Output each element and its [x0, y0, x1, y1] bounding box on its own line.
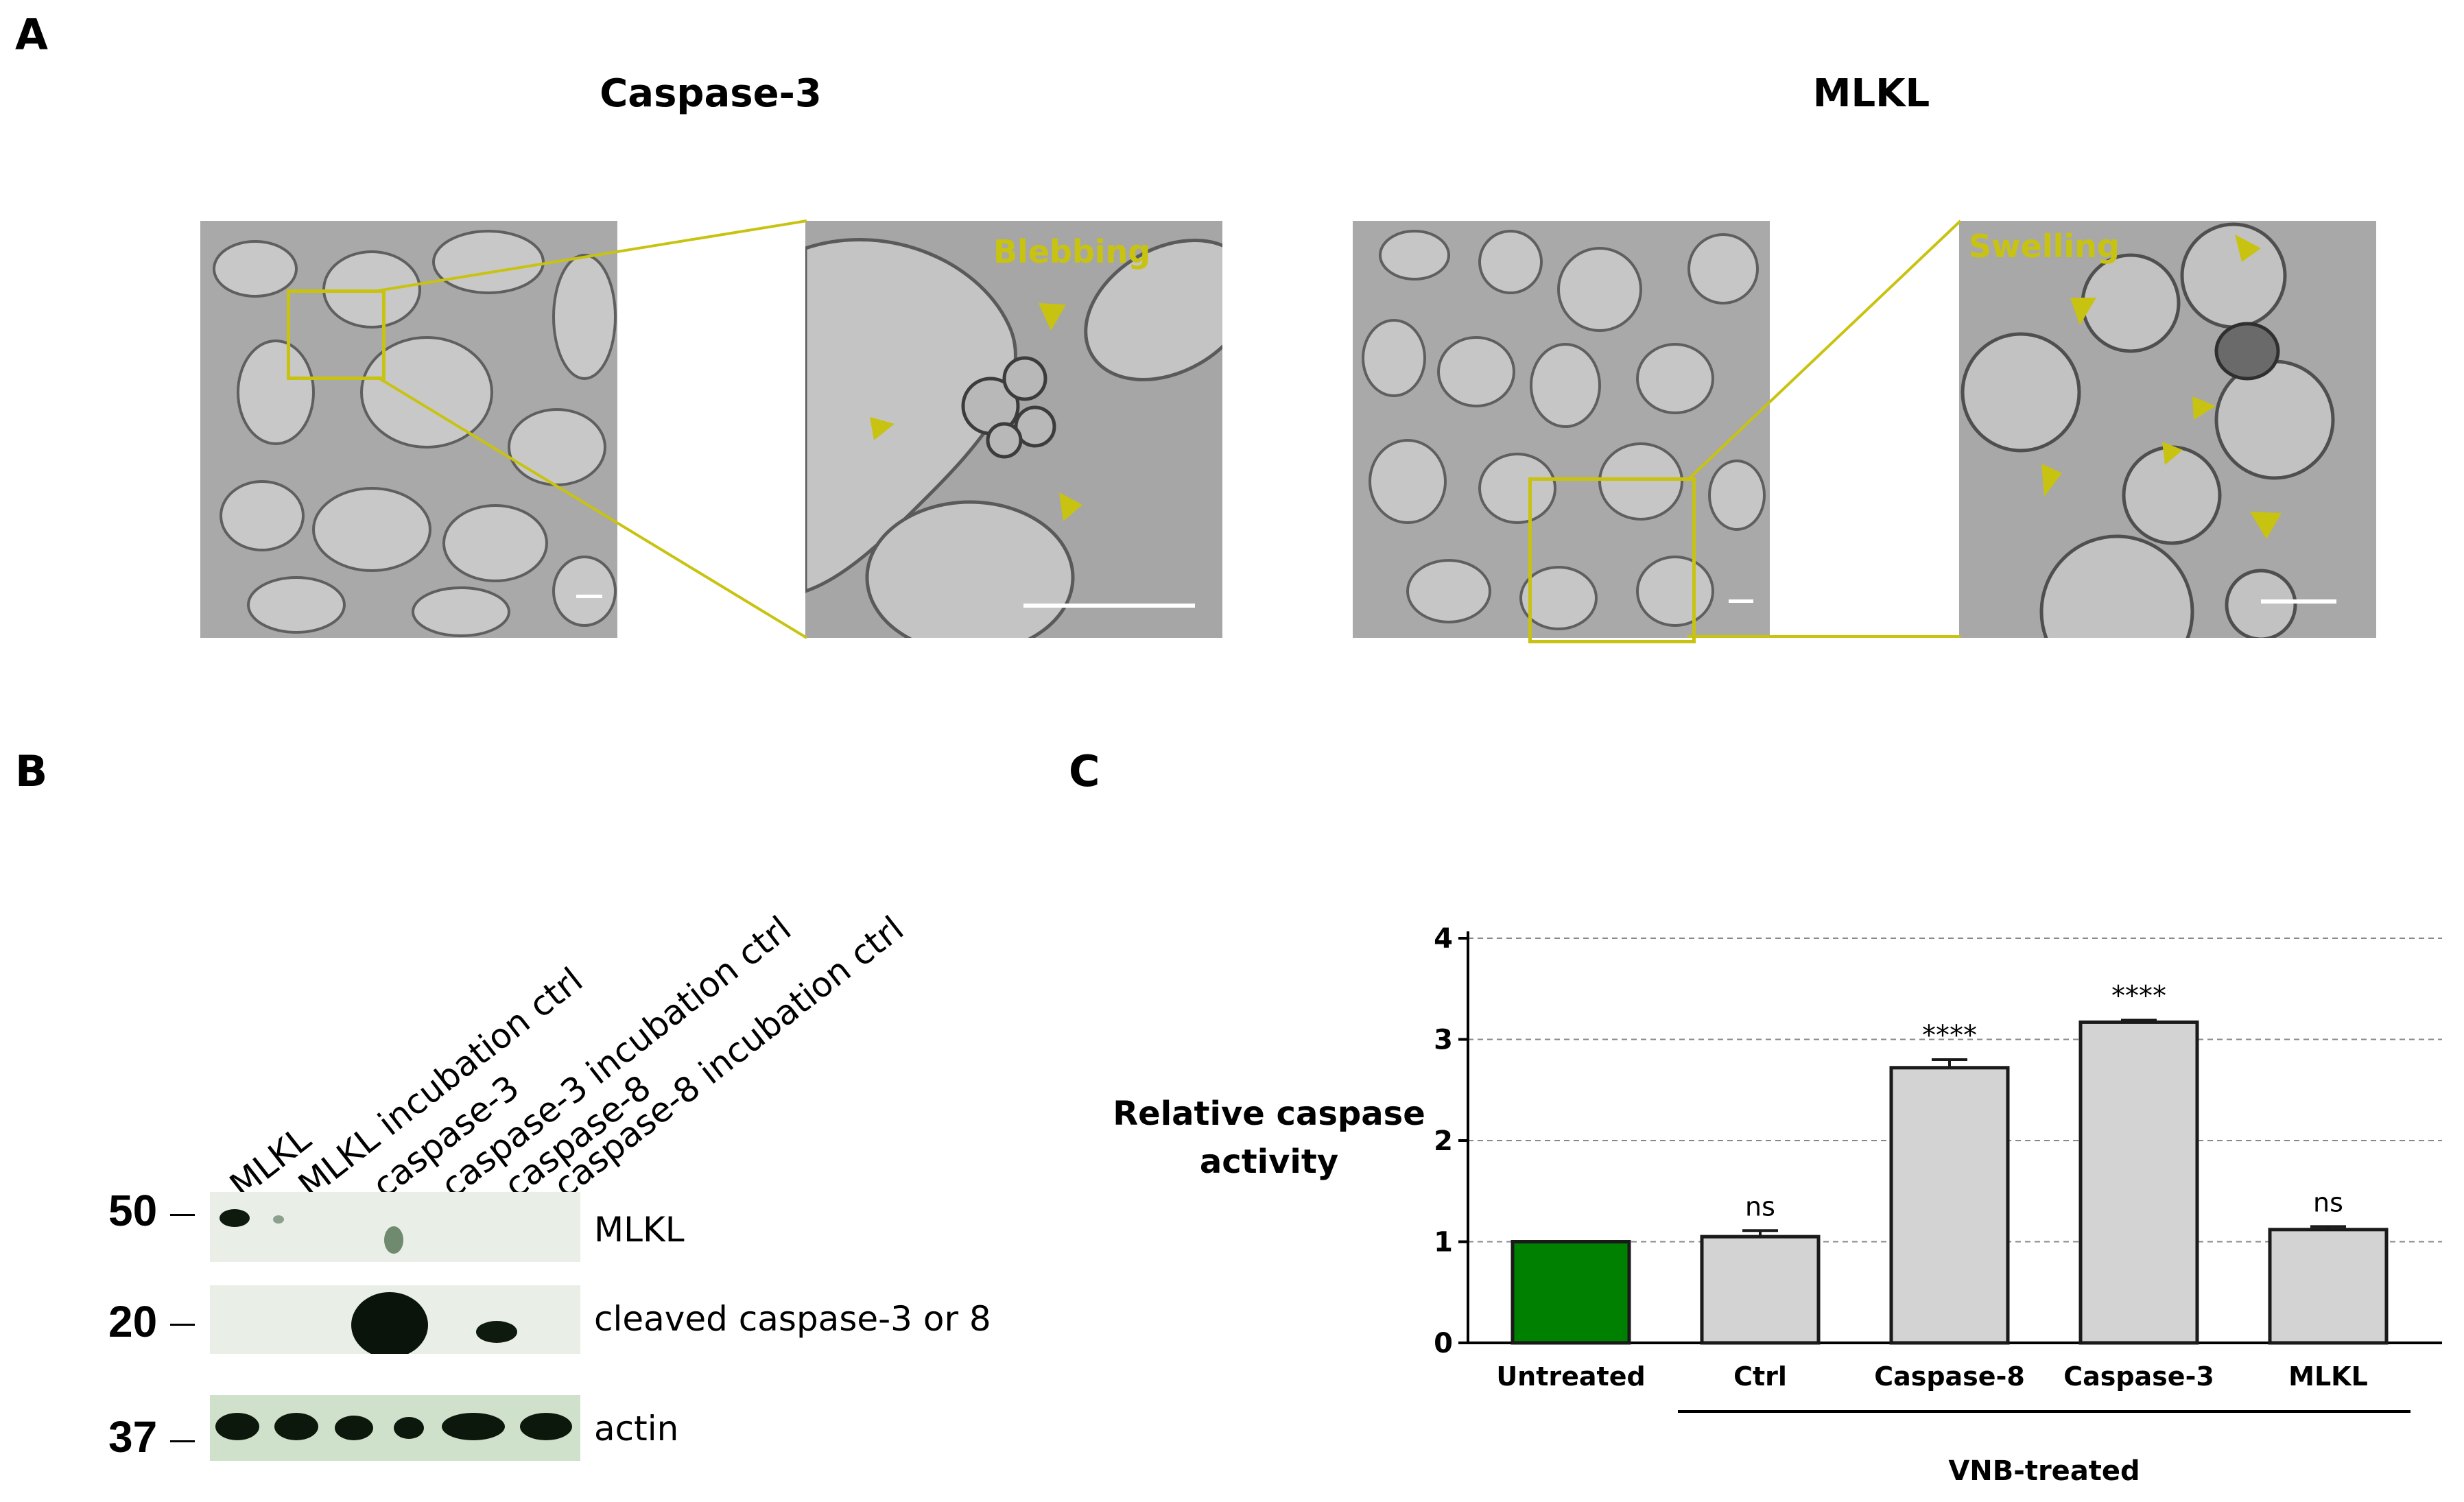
- blot-strip-cleaved-caspase: [210, 1285, 580, 1358]
- x-category-label-mlkl: MLKL: [2288, 1361, 2368, 1392]
- band-label-actin: actin: [594, 1409, 679, 1449]
- band-label-mlkl: MLKL: [594, 1210, 685, 1250]
- y-tick-label-0: 0: [1434, 1328, 1453, 1359]
- significance-label-caspase-8: ****: [1922, 1020, 1977, 1051]
- swelling-arrows: [2041, 235, 2282, 539]
- panel-label-b: B: [15, 746, 48, 796]
- bar-mlkl: [2268, 1228, 2389, 1345]
- mlkl-zoom-micrograph: [1959, 221, 2376, 638]
- significance-label-ctrl: ns: [1745, 1191, 1775, 1221]
- bar-untreated: [1511, 1240, 1631, 1345]
- panel-label-a: A: [15, 10, 48, 60]
- swelling-label: Swelling: [1969, 228, 2120, 265]
- x-category-label-ctrl: Ctrl: [1733, 1361, 1787, 1392]
- mlkl-zoom-box: [1528, 477, 1696, 643]
- mw-marker-20: 20: [108, 1297, 158, 1346]
- mlkl-overview-micrograph: [1353, 221, 1770, 638]
- caspase3-image-title: Caspase-3: [600, 71, 822, 116]
- y-tick-label-2: 2: [1434, 1125, 1453, 1157]
- mw-tick-37: [170, 1440, 195, 1442]
- y-tick-label-1: 1: [1434, 1227, 1453, 1259]
- mw-tick-50: [170, 1214, 195, 1216]
- mw-tick-20: [170, 1324, 195, 1326]
- vnb-treated-label: VNB-treated: [1948, 1455, 2140, 1487]
- mlkl-image-title: MLKL: [1812, 71, 1930, 116]
- caspase-activity-chart: Relative caspase activity 0 1 2 3 4 Untreate…: [1113, 923, 2442, 1487]
- blebbing-label: Blebbing: [993, 233, 1151, 270]
- band-label-cleaved-caspase: cleaved caspase-3 or 8: [594, 1299, 991, 1339]
- x-category-label-caspase-8: Caspase-8: [1874, 1361, 2025, 1392]
- y-axis-label-line-2: activity: [1200, 1143, 1338, 1181]
- mw-marker-50: 50: [108, 1186, 158, 1235]
- x-category-label-untreated: Untreated: [1496, 1361, 1645, 1392]
- mw-marker-37: 37: [108, 1412, 158, 1462]
- caspase3-overview-micrograph: [200, 221, 617, 638]
- mlkl-zoom-connectors: [1687, 219, 1962, 638]
- caspase3-zoom-connectors: [377, 219, 808, 639]
- x-category-label-caspase-3: Caspase-3: [2063, 1361, 2214, 1392]
- bar-caspase-8: [1889, 1066, 2010, 1345]
- significance-label-caspase-3: ****: [2111, 980, 2166, 1012]
- y-tick-label-4: 4: [1434, 923, 1453, 955]
- bar-caspase-3: [2078, 1020, 2199, 1345]
- blot-strip-mlkl: [210, 1192, 580, 1262]
- y-tick-label-3: 3: [1434, 1025, 1453, 1056]
- blebbing-arrows: [870, 303, 1082, 521]
- significance-label-mlkl: ns: [2313, 1187, 2343, 1217]
- y-axis-label-line-1: Relative caspase: [1113, 1095, 1425, 1133]
- panel-label-c: C: [1069, 746, 1100, 796]
- bar-ctrl: [1700, 1235, 1821, 1345]
- blot-strip-actin: [210, 1395, 580, 1461]
- caspase3-zoom-box: [287, 289, 386, 380]
